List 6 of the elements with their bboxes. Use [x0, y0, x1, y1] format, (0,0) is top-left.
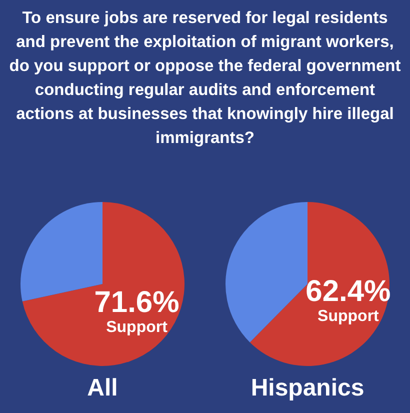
text: All — [87, 374, 118, 402]
slice-label: Support — [106, 319, 168, 336]
chart-title: To ensure jobs are reserved for legal residents and prevent the exploitation of migrant workers, do you support or oppose the federal government conducting regular audits and enforcement actions at businesses that knowingly hire illegal immigrants? — [8, 8, 402, 149]
slice-label: Support — [318, 308, 380, 326]
data-label: 71.6% — [94, 286, 180, 320]
text: Hispanics — [250, 374, 364, 402]
